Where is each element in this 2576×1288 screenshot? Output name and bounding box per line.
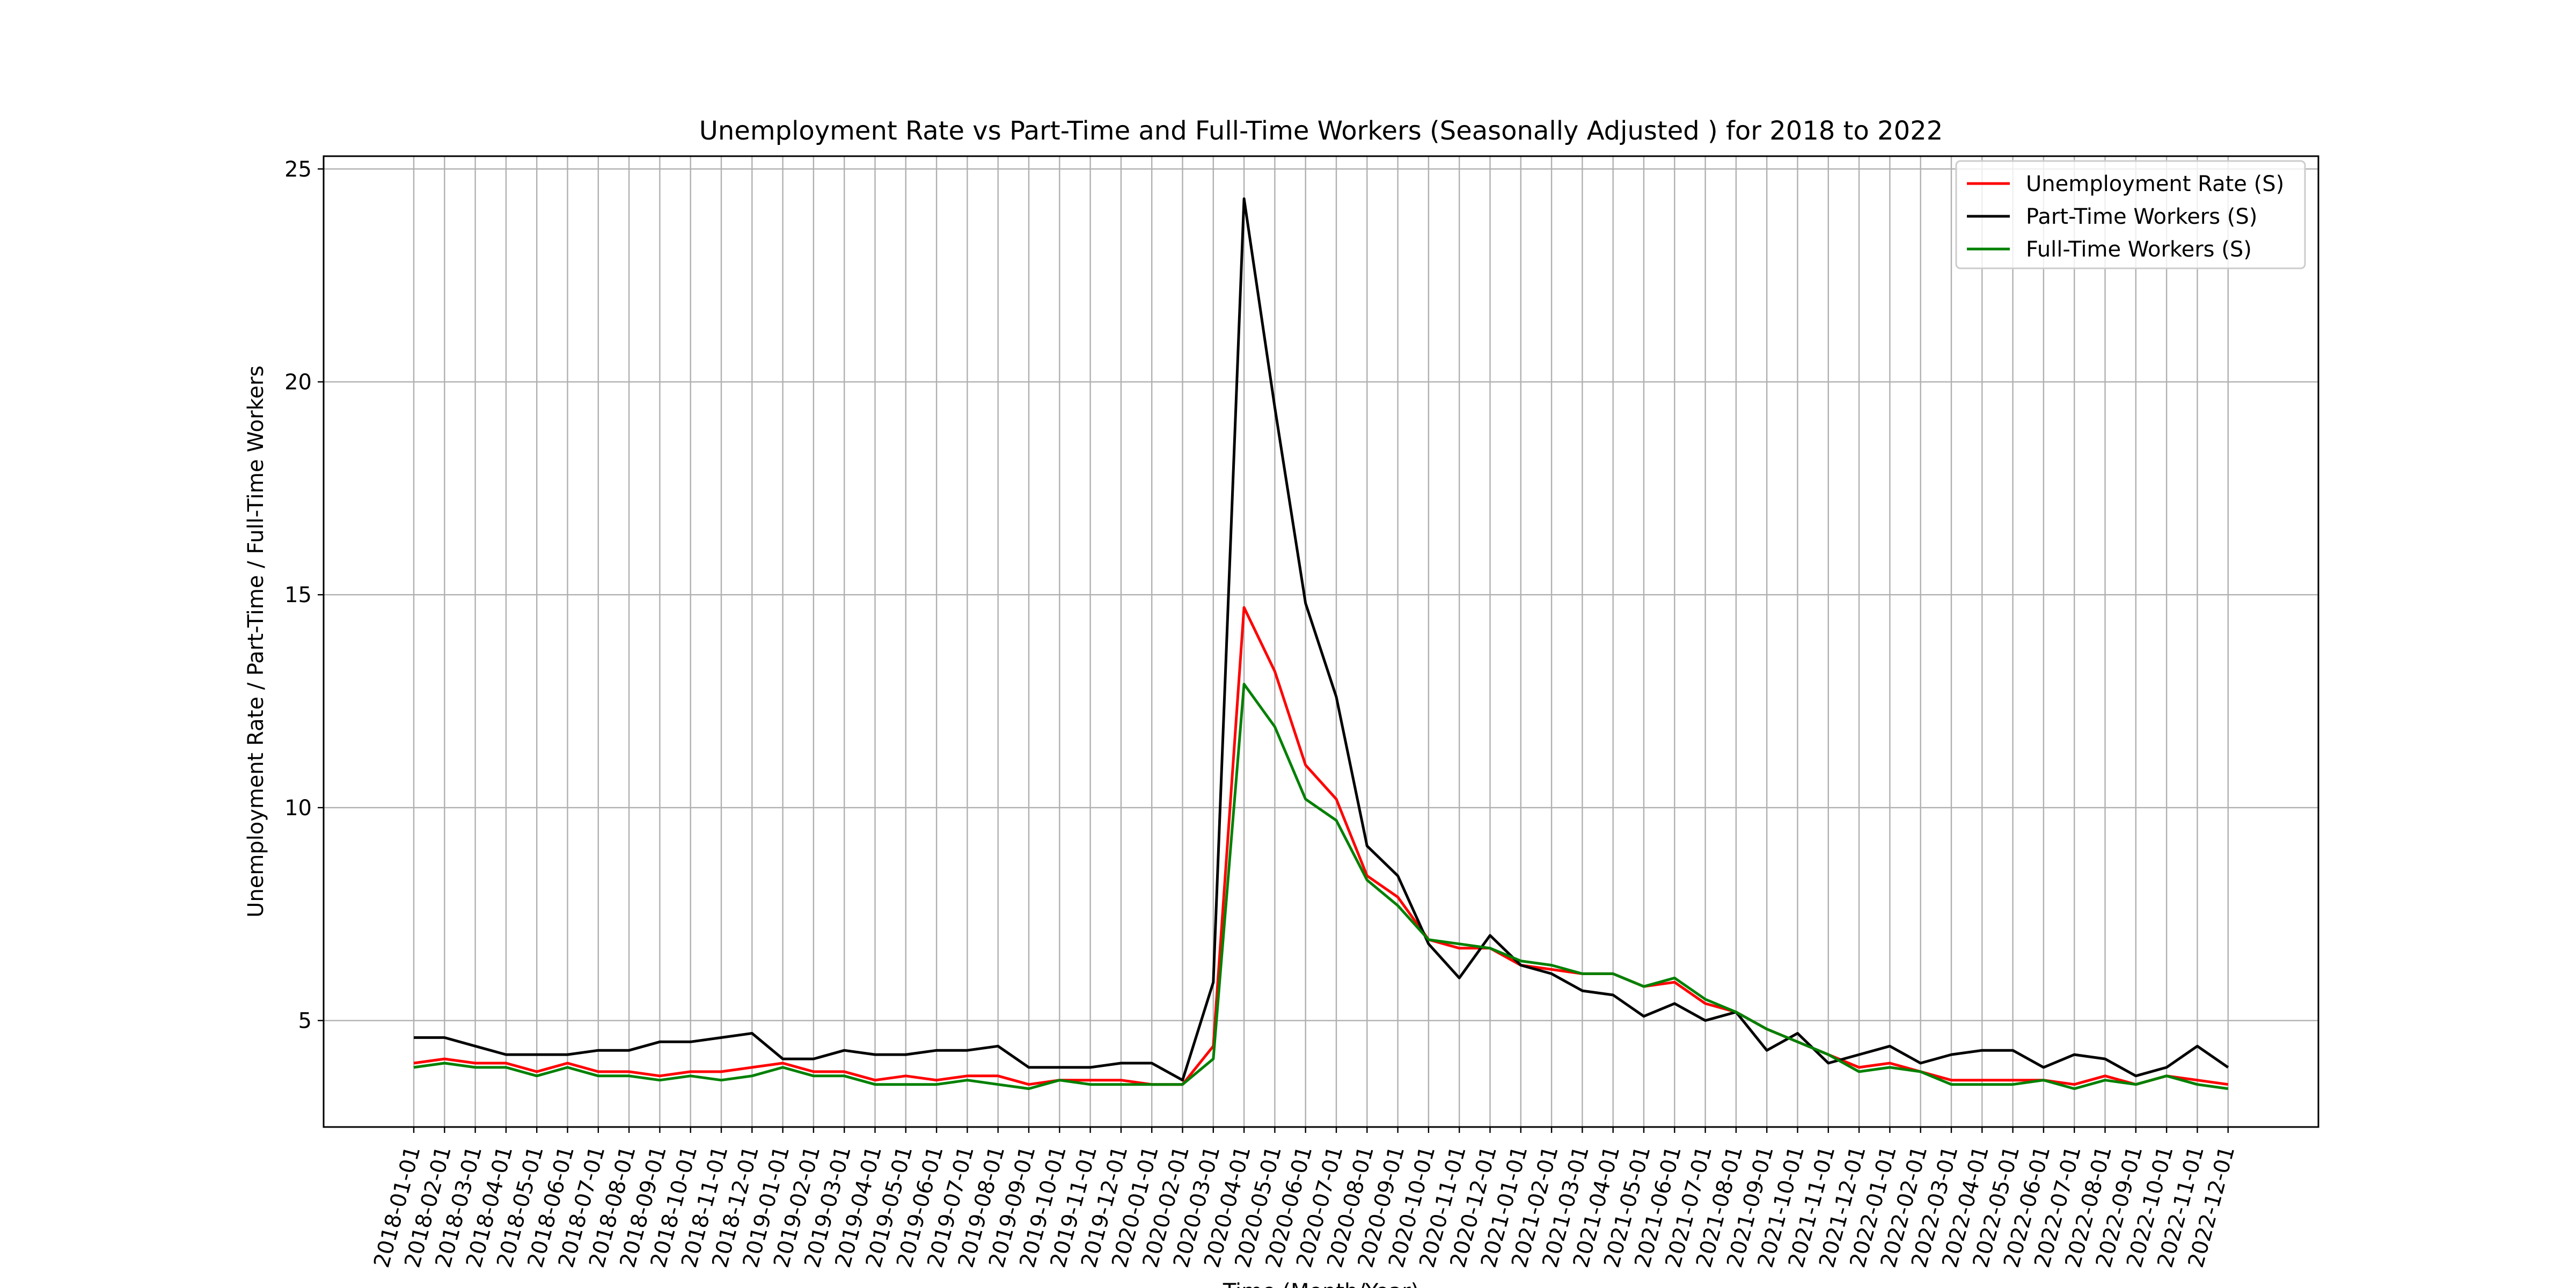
y-tick-label: 20 <box>284 370 312 395</box>
series-lines <box>413 197 2229 1091</box>
legend-label: Full-Time Workers (S) <box>2026 237 2252 262</box>
series-line <box>413 683 2229 1091</box>
series-line <box>414 197 2229 1082</box>
y-tick-label: 10 <box>284 796 312 821</box>
y-tick-label: 25 <box>284 157 312 182</box>
y-tick-label: 15 <box>284 583 312 608</box>
x-axis-ticks: 2018-01-012018-02-012018-03-012018-04-01… <box>369 1127 2240 1270</box>
legend-label: Part-Time Workers (S) <box>2026 204 2257 229</box>
grid <box>324 156 2318 1127</box>
chart-title: Unemployment Rate vs Part-Time and Full-… <box>699 116 1943 146</box>
y-axis-label: Unemployment Rate / Part-Time / Full-Tim… <box>244 365 268 918</box>
legend-box <box>1955 160 2306 269</box>
plot-frame <box>323 155 2319 1128</box>
y-axis-ticks: 5 10 15 20 25 <box>284 157 324 1034</box>
legend-label: Unemployment Rate (S) <box>2026 172 2284 196</box>
x-axis-label: Time (Month/Year) <box>1223 1279 1419 1288</box>
y-tick-label: 5 <box>298 1009 312 1034</box>
legend: Unemployment Rate (S) Part-Time Workers (… <box>1955 160 2306 269</box>
